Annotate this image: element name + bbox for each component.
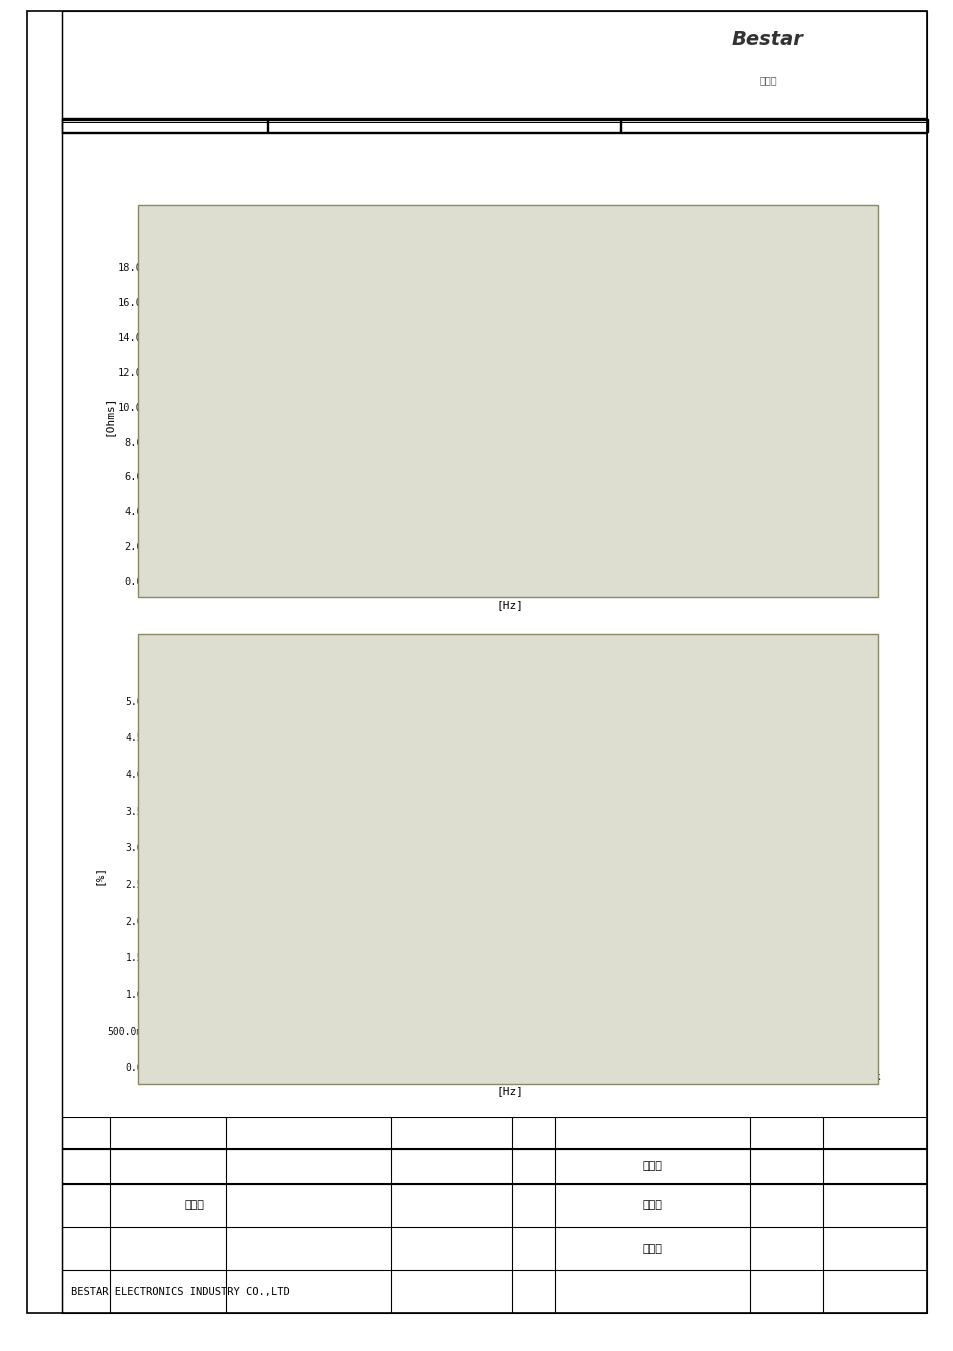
Text: 博士达: 博士达 [759,76,776,85]
X-axis label: [Hz]: [Hz] [497,600,523,609]
Text: BESTAR ELECTRONICS INDUSTRY CO.,LTD: BESTAR ELECTRONICS INDUSTRY CO.,LTD [71,1286,289,1297]
Text: 吴丽丽: 吴丽丽 [642,1162,661,1171]
Text: 吴丽丽: 吴丽丽 [184,1201,204,1210]
Y-axis label: [Ohms]: [Ohms] [104,396,113,435]
Text: 王文邦: 王文邦 [642,1201,661,1210]
Text: Bestar: Bestar [731,30,803,49]
Y-axis label: [%]: [%] [93,865,104,885]
Text: 张秀琴: 张秀琴 [642,1243,661,1254]
X-axis label: [Hz]: [Hz] [497,1086,523,1096]
